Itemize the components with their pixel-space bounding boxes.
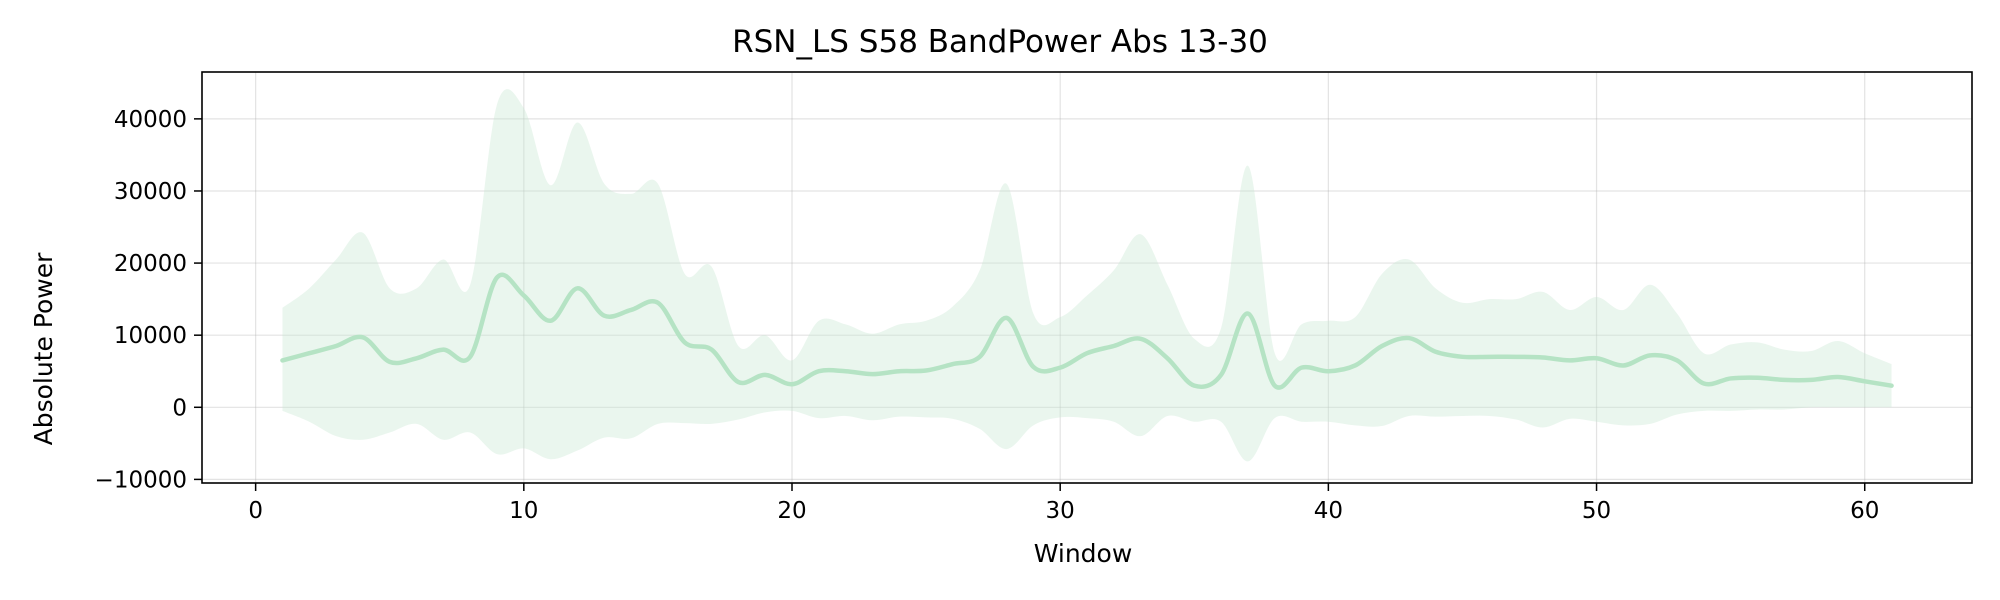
x-tick-label: 60 xyxy=(1850,498,1879,524)
tick-layer: 0 10 20 30 40 50 60 −10000 0 10000 20000 30000 40000 xyxy=(95,107,1880,524)
x-axis-label: Window xyxy=(1034,539,1133,568)
y-axis-label: Absolute Power xyxy=(29,252,58,446)
chart-title: RSN_LS S58 BandPower Abs 13-30 xyxy=(732,24,1268,60)
y-tick-label: 40000 xyxy=(114,107,187,133)
y-tick-label: 30000 xyxy=(114,179,187,205)
y-tick-label: 10000 xyxy=(114,323,187,349)
data-layer xyxy=(280,89,1894,462)
variance-band xyxy=(282,89,1892,462)
x-tick-label: 0 xyxy=(248,498,263,524)
x-tick-label: 30 xyxy=(1046,498,1075,524)
x-tick-label: 50 xyxy=(1582,498,1611,524)
y-tick-label: 20000 xyxy=(114,251,187,277)
grid-layer xyxy=(202,72,1972,483)
y-tick-label: 0 xyxy=(172,395,187,421)
plot-frame xyxy=(201,71,1973,484)
y-tick-label: −10000 xyxy=(95,467,187,493)
x-tick-label: 10 xyxy=(509,498,538,524)
mean-power-line xyxy=(280,272,1894,390)
x-tick-label: 20 xyxy=(777,498,806,524)
x-tick-label: 40 xyxy=(1314,498,1343,524)
